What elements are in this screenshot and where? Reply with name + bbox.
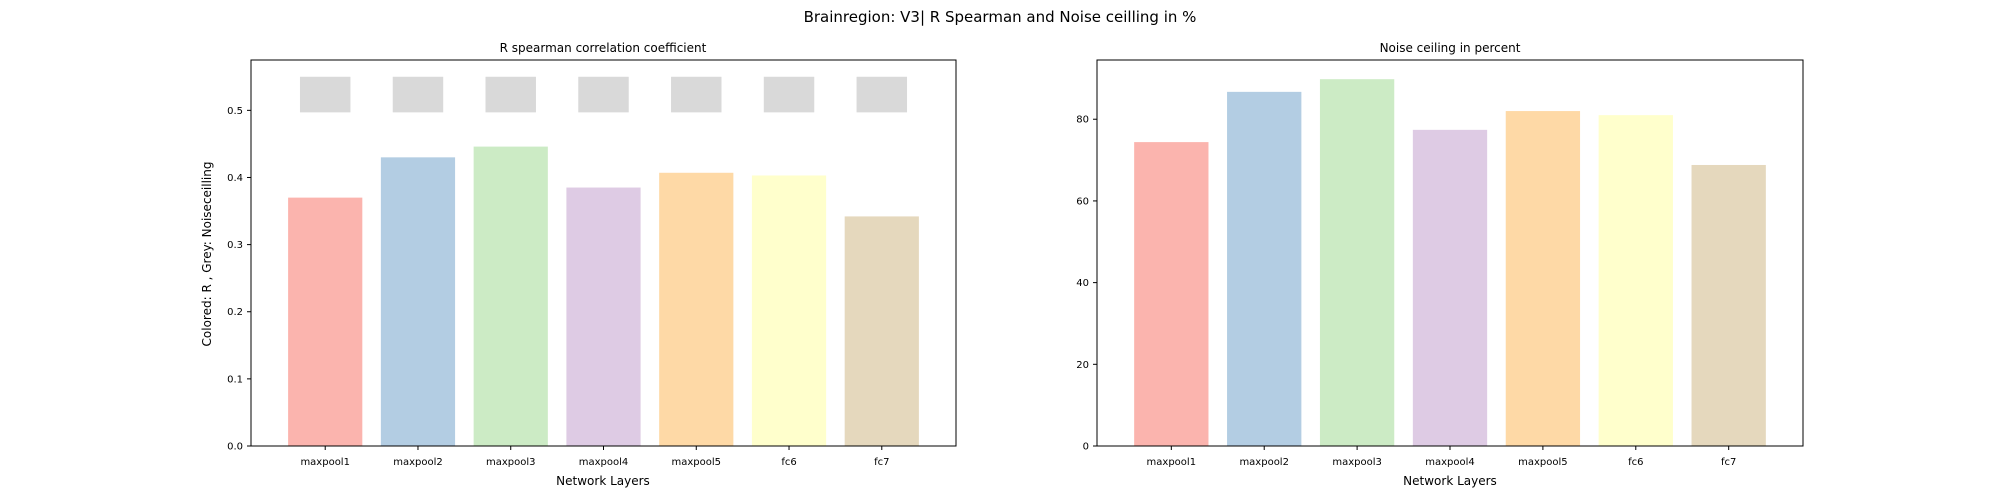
x-tick-label: fc7: [1721, 457, 1736, 468]
figure-suptitle: Brainregion: V3| R Spearman and Noise ce…: [804, 8, 1197, 26]
bar-maxpool5: [659, 172, 734, 447]
noise-ceiling-box: [856, 76, 908, 113]
x-tick-label: maxpool2: [393, 457, 443, 468]
y-axis-label: Colored: R , Grey: Noiseceilling: [200, 162, 214, 347]
x-axis-label: Network Layers: [556, 474, 650, 488]
chart-title: Noise ceiling in percent: [1380, 41, 1521, 55]
bar-maxpool4: [566, 187, 641, 446]
bar-maxpool3: [1319, 79, 1395, 447]
x-tick-label: fc7: [874, 457, 889, 468]
y-tick-label: 80: [1076, 115, 1089, 126]
bar-fc7: [1691, 164, 1766, 447]
noise-ceiling-box: [763, 76, 815, 113]
bar-fc6: [1598, 115, 1673, 447]
noise-ceiling-box: [299, 76, 351, 113]
bar-fc6: [751, 175, 827, 446]
chart-title: R spearman correlation coefficient: [500, 41, 707, 55]
x-tick-label: maxpool5: [672, 457, 722, 468]
y-tick-label: 0.2: [227, 307, 243, 318]
x-tick-label: maxpool1: [1147, 457, 1197, 468]
bar-maxpool3: [473, 146, 548, 446]
y-tick-label: 40: [1076, 278, 1089, 289]
x-tick-label: maxpool1: [300, 457, 350, 468]
x-tick-label: maxpool3: [486, 457, 536, 468]
x-tick-label: fc6: [781, 457, 796, 468]
bar-maxpool2: [380, 157, 456, 447]
noise-ceiling-box: [671, 76, 722, 113]
x-tick-label: maxpool3: [1332, 457, 1382, 468]
noise-ceiling-box: [485, 76, 536, 113]
y-tick-label: 0.5: [227, 106, 243, 117]
bar-maxpool1: [288, 197, 363, 446]
x-tick-label: maxpool4: [579, 457, 629, 468]
x-tick-label: fc6: [1628, 457, 1643, 468]
chart-panel-r-spearman: R spearman correlation coefficient Netwo…: [200, 41, 957, 488]
x-tick-label: maxpool4: [1425, 457, 1475, 468]
bar-maxpool5: [1505, 111, 1581, 447]
x-tick-label: maxpool2: [1239, 457, 1289, 468]
y-tick-label: 0.1: [227, 374, 243, 385]
chart-panel-noise-ceiling: Noise ceiling in percent Network Layers …: [1076, 41, 1804, 488]
y-tick-label: 20: [1076, 360, 1089, 371]
bar-maxpool4: [1412, 129, 1488, 446]
y-tick-label: 60: [1076, 196, 1089, 207]
y-tick-label: 0.4: [227, 173, 243, 184]
x-tick-label: maxpool5: [1518, 457, 1568, 468]
bar-maxpool1: [1134, 142, 1209, 446]
x-axis-label: Network Layers: [1403, 474, 1497, 488]
y-tick-label: 0: [1083, 442, 1089, 453]
bar-maxpool2: [1227, 91, 1302, 446]
y-tick-label: 0.0: [227, 442, 243, 453]
y-tick-label: 0.3: [227, 240, 243, 251]
bar-fc7: [844, 216, 919, 446]
noise-ceiling-box: [392, 76, 444, 113]
noise-ceiling-box: [578, 76, 629, 113]
